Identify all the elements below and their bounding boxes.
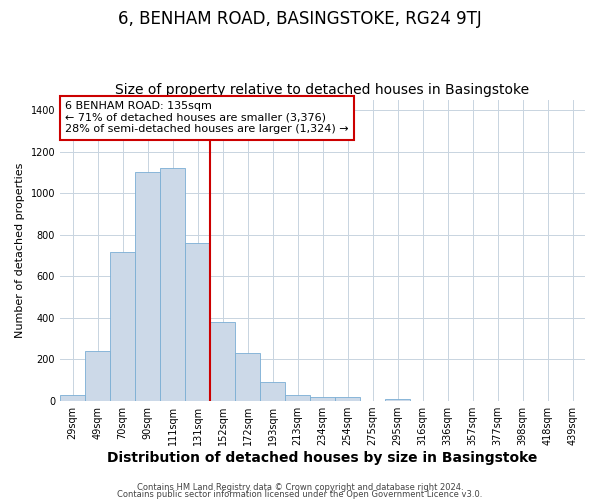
Text: 6 BENHAM ROAD: 135sqm
← 71% of detached houses are smaller (3,376)
28% of semi-d: 6 BENHAM ROAD: 135sqm ← 71% of detached … [65,101,349,134]
Text: Contains public sector information licensed under the Open Government Licence v3: Contains public sector information licen… [118,490,482,499]
Title: Size of property relative to detached houses in Basingstoke: Size of property relative to detached ho… [115,83,530,97]
Bar [110,252,135,401]
Bar [310,397,335,401]
Bar [210,322,235,401]
Bar [185,243,210,401]
Text: Contains HM Land Registry data © Crown copyright and database right 2024.: Contains HM Land Registry data © Crown c… [137,484,463,492]
Bar [160,168,185,401]
Bar [60,395,85,401]
Bar [285,395,310,401]
Bar [85,351,110,401]
X-axis label: Distribution of detached houses by size in Basingstoke: Distribution of detached houses by size … [107,451,538,465]
Bar [335,397,360,401]
Bar [260,382,285,401]
Bar [135,172,160,401]
Text: 6, BENHAM ROAD, BASINGSTOKE, RG24 9TJ: 6, BENHAM ROAD, BASINGSTOKE, RG24 9TJ [118,10,482,28]
Y-axis label: Number of detached properties: Number of detached properties [15,162,25,338]
Bar [385,399,410,401]
Bar [235,354,260,401]
